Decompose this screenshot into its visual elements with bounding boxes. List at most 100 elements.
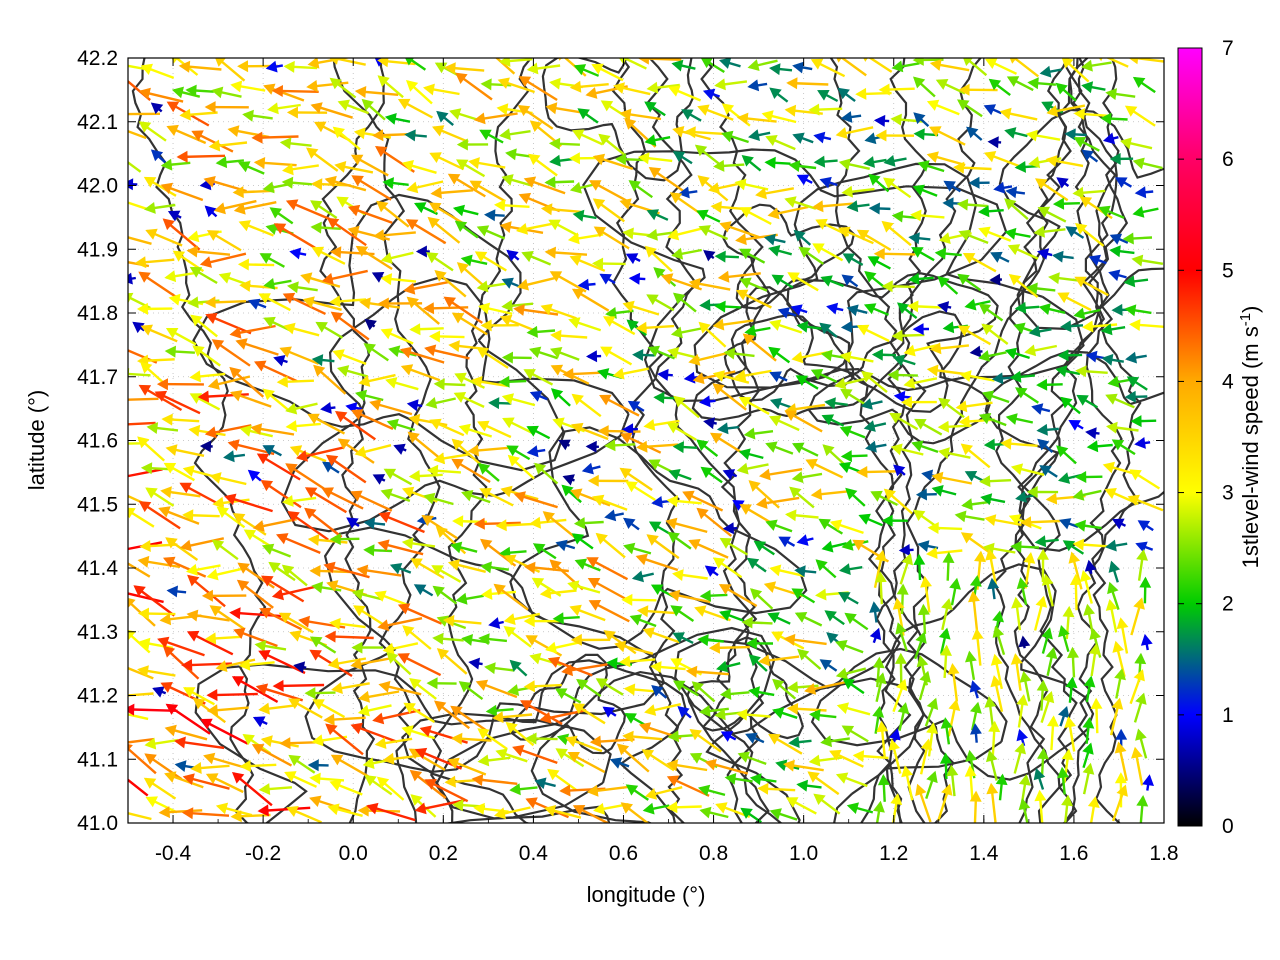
x-tick-label: 1.0 [789, 842, 818, 865]
wind-vector [1105, 539, 1128, 552]
wind-vector-head [281, 564, 295, 577]
wind-vector [453, 392, 485, 408]
wind-vector [604, 439, 636, 452]
wind-vector [433, 452, 471, 465]
wind-vector [351, 175, 392, 201]
wind-vector [767, 612, 791, 625]
wind-vector-head [236, 579, 250, 592]
wind-vector [734, 178, 769, 191]
wind-vector [269, 207, 294, 225]
wind-vector [819, 176, 838, 189]
wind-vector [668, 469, 692, 481]
wind-vector-head [667, 730, 679, 743]
wind-vector [937, 301, 952, 313]
colorbar-title-sup: -1 [1237, 313, 1254, 326]
y-tick-label: 41.8 [77, 302, 118, 325]
wind-vector-head [657, 368, 669, 381]
wind-vector-head [1116, 617, 1129, 630]
wind-vector-head [531, 577, 545, 589]
wind-vector-head [1130, 415, 1142, 428]
wind-vector [528, 153, 558, 177]
y-tick-label: 41.5 [77, 493, 118, 516]
wind-vector-head [405, 58, 415, 66]
wind-vector [444, 62, 485, 75]
wind-vector [786, 77, 829, 90]
wind-vector-head [139, 540, 151, 552]
wind-vector-head [917, 603, 930, 616]
wind-vector [1075, 223, 1105, 247]
wind-vector-head [877, 774, 890, 786]
wind-vector [593, 226, 630, 250]
wind-vector [331, 682, 370, 694]
x-axis: -0.4 -0.2 0.0 0.2 0.4 0.6 0.8 1.0 1.2 1.4 1.6 1.8 [127, 58, 1179, 865]
wind-vector-head [622, 730, 634, 743]
wind-vector-head [971, 628, 984, 640]
wind-vector [174, 736, 225, 750]
wind-vector [160, 158, 191, 171]
wind-vector [561, 663, 608, 677]
wind-vector [206, 567, 242, 581]
x-tick-label: 1.8 [1149, 842, 1178, 865]
wind-vector [699, 589, 728, 602]
wind-vector-head [920, 575, 932, 588]
wind-vector-head [137, 607, 149, 620]
wind-vector [983, 151, 1020, 168]
wind-vector [700, 466, 723, 484]
wind-vector [156, 378, 204, 391]
wind-vector [912, 323, 930, 336]
wind-vector-head [283, 60, 295, 73]
wind-vector [181, 807, 230, 820]
wind-vector-head [255, 683, 269, 695]
wind-vector-head [211, 539, 225, 551]
wind-vector-head [1098, 58, 1103, 62]
wind-vector-head [276, 375, 288, 388]
wind-vector-head [498, 375, 510, 388]
wind-vector-head [190, 762, 202, 774]
wind-vector [1007, 244, 1039, 260]
wind-vector-head [499, 58, 511, 67]
wind-vector-head [160, 682, 173, 693]
wind-vector-head [969, 790, 982, 802]
wind-vector-head [1083, 603, 1095, 616]
wind-vector [1037, 438, 1054, 453]
wind-vector [1065, 226, 1085, 239]
wind-vector-head [1087, 796, 1100, 808]
wind-vector [691, 681, 716, 703]
wind-vector-head [577, 108, 590, 120]
wind-vector-head [361, 98, 374, 111]
wind-vector-head [786, 797, 799, 808]
wind-vector [625, 253, 641, 265]
wind-vector [545, 641, 580, 654]
wind-vector-head [986, 782, 999, 795]
wind-vector-head [237, 258, 249, 271]
wind-vector [1100, 323, 1126, 336]
wind-vector [506, 445, 531, 461]
wind-vector-head [259, 607, 272, 619]
wind-vector [1111, 784, 1128, 822]
wind-vector-head [351, 588, 364, 601]
wind-vector [158, 806, 203, 819]
wind-vector-head [883, 155, 896, 167]
wind-vector [736, 462, 769, 475]
wind-vector [876, 720, 889, 758]
wind-vector [908, 272, 934, 285]
wind-vector [189, 393, 221, 411]
wind-vector [834, 377, 867, 390]
wind-vector-head [697, 175, 710, 187]
wind-vector-head [1139, 576, 1152, 588]
wind-vector [835, 772, 868, 788]
wind-vector-head [620, 802, 633, 814]
wind-vector [672, 151, 693, 165]
wind-vector [913, 553, 926, 581]
wind-vector-head [197, 390, 209, 403]
wind-vector-head [477, 728, 490, 740]
wind-vector [722, 522, 738, 535]
wind-vector [943, 180, 962, 193]
wind-vector-head [205, 773, 219, 785]
wind-vector [1026, 282, 1056, 295]
contour-line [430, 58, 533, 823]
wind-vector [673, 292, 697, 313]
wind-vector-head [1136, 795, 1149, 807]
wind-vector-head [331, 682, 343, 694]
wind-vector-head [238, 220, 251, 232]
